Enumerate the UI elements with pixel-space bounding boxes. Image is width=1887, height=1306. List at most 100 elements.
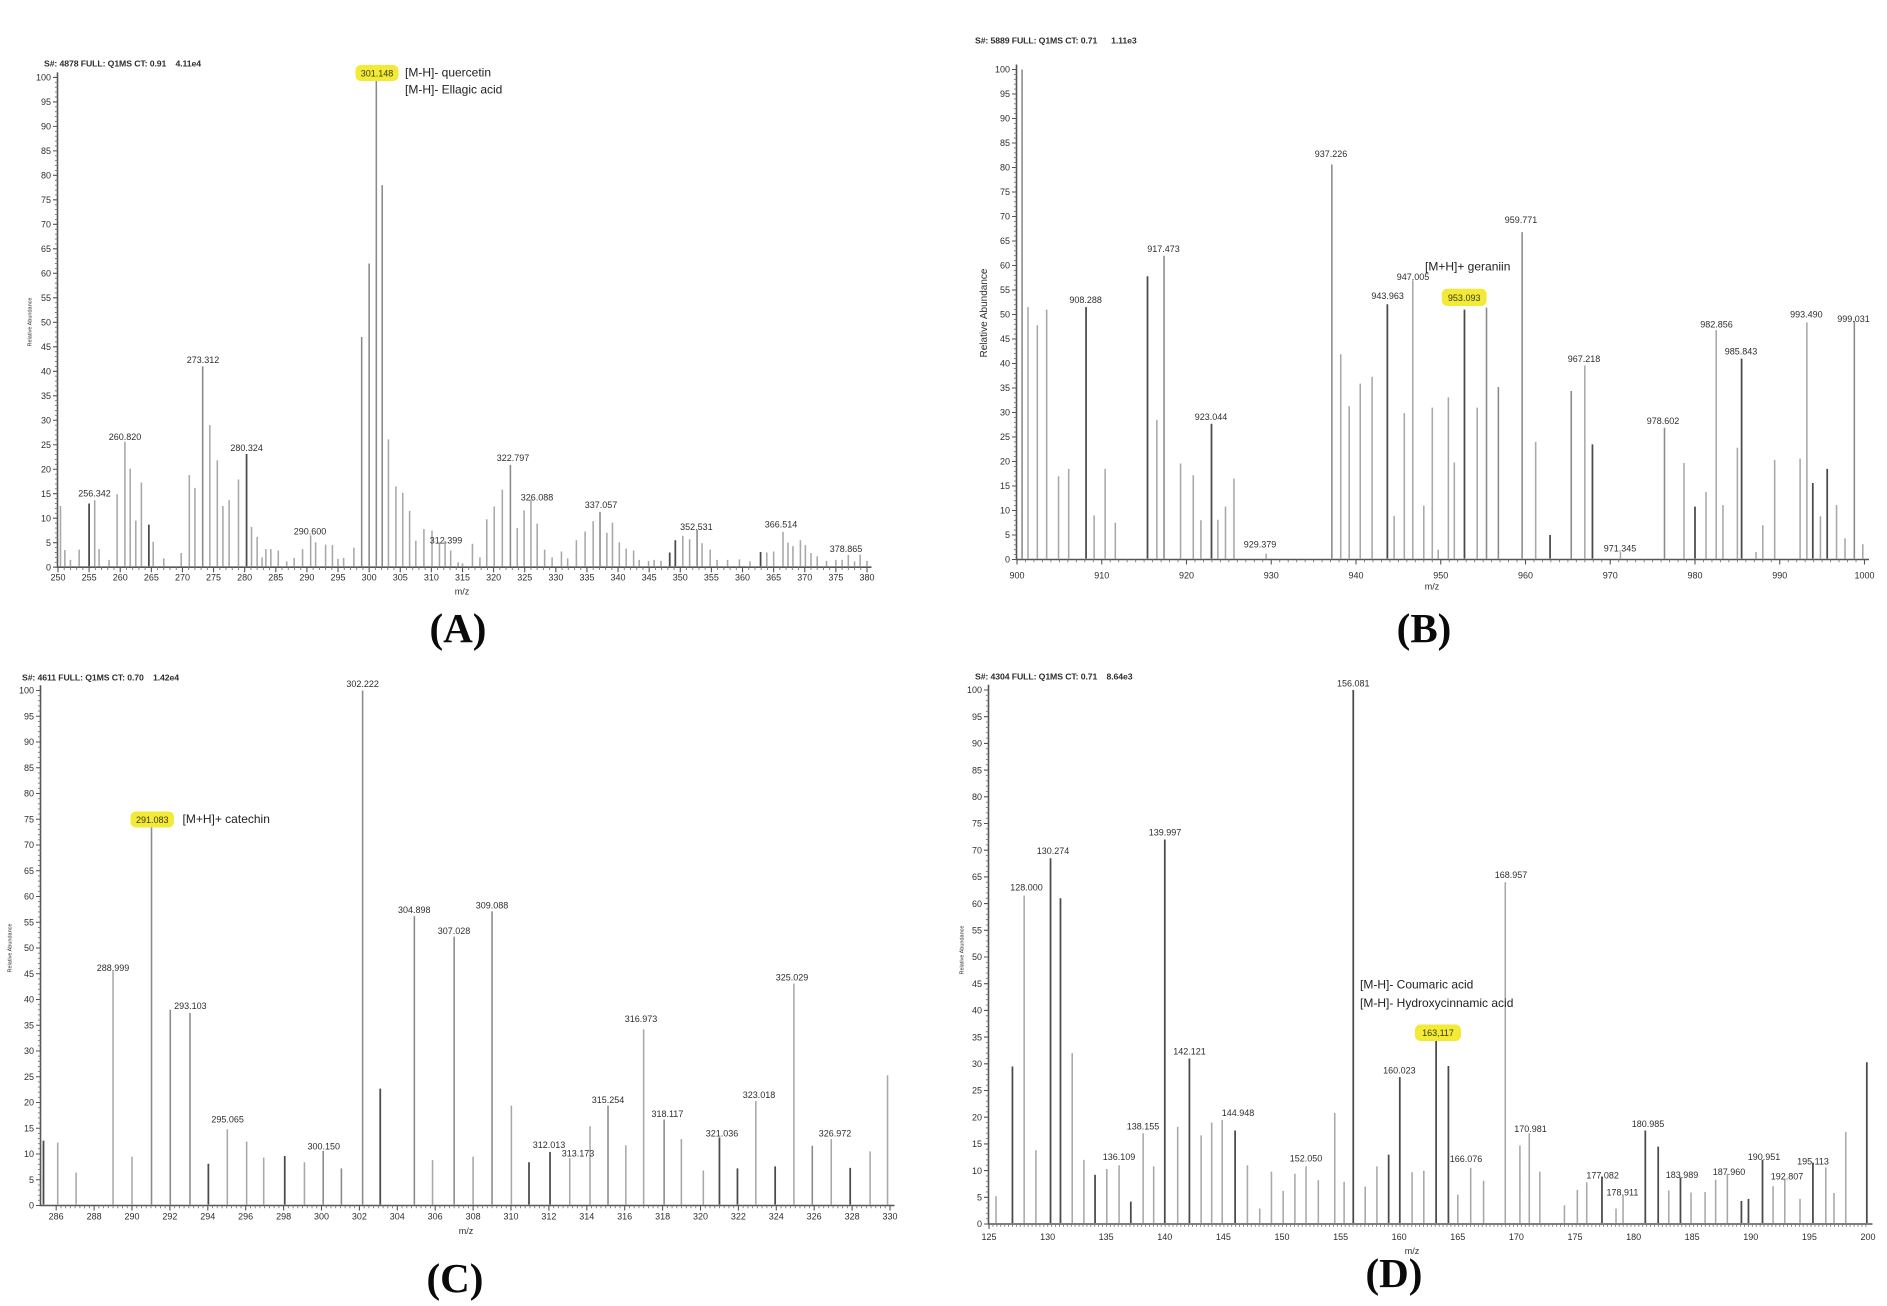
svg-text:163,117: 163,117 — [1422, 1028, 1454, 1038]
svg-text:144.948: 144.948 — [1222, 1108, 1255, 1118]
svg-text:35: 35 — [41, 391, 51, 401]
svg-text:55: 55 — [1000, 285, 1010, 295]
svg-text:960: 960 — [1518, 571, 1533, 581]
svg-text:65: 65 — [24, 866, 34, 876]
svg-text:15: 15 — [972, 1139, 982, 1149]
svg-text:290.600: 290.600 — [294, 527, 327, 537]
svg-text:300: 300 — [362, 573, 377, 583]
svg-text:90: 90 — [1000, 114, 1010, 124]
svg-text:285: 285 — [268, 573, 283, 583]
svg-text:320: 320 — [486, 573, 501, 583]
svg-text:316: 316 — [617, 1212, 632, 1222]
svg-text:75: 75 — [1000, 187, 1010, 197]
svg-text:95: 95 — [24, 711, 34, 721]
svg-text:288.999: 288.999 — [97, 963, 130, 973]
svg-text:45: 45 — [24, 969, 34, 979]
svg-text:937.226: 937.226 — [1315, 149, 1348, 159]
svg-text:370: 370 — [797, 573, 812, 583]
svg-text:328: 328 — [845, 1212, 860, 1222]
svg-text:5: 5 — [29, 1175, 34, 1185]
svg-text:15: 15 — [24, 1123, 34, 1133]
svg-text:45: 45 — [972, 979, 982, 989]
svg-text:900: 900 — [1009, 571, 1024, 581]
svg-text:150: 150 — [1274, 1232, 1289, 1242]
svg-text:156.081: 156.081 — [1337, 679, 1370, 689]
svg-text:[M+H]+ geraniin: [M+H]+ geraniin — [1425, 260, 1510, 274]
svg-text:75: 75 — [24, 814, 34, 824]
svg-text:325.029: 325.029 — [776, 973, 809, 983]
svg-text:[M+H]+ catechin: [M+H]+ catechin — [183, 812, 270, 826]
svg-text:40: 40 — [972, 1006, 982, 1016]
svg-text:S#: 4611 FULL: Q1MS CT: 0.70: S#: 4611 FULL: Q1MS CT: 0.70 1.42e4 — [22, 673, 179, 683]
svg-text:306: 306 — [428, 1212, 443, 1222]
svg-text:292: 292 — [162, 1212, 177, 1222]
svg-text:982.856: 982.856 — [1700, 320, 1733, 330]
svg-text:380: 380 — [859, 573, 874, 583]
svg-text:35: 35 — [972, 1032, 982, 1042]
svg-text:316.973: 316.973 — [625, 1014, 658, 1024]
svg-text:350: 350 — [673, 573, 688, 583]
svg-text:183.989: 183.989 — [1666, 1170, 1699, 1180]
svg-text:30: 30 — [24, 1046, 34, 1056]
svg-text:304: 304 — [390, 1212, 405, 1222]
svg-text:305: 305 — [393, 573, 408, 583]
svg-text:130.274: 130.274 — [1037, 846, 1070, 856]
svg-text:10: 10 — [24, 1149, 34, 1159]
svg-text:943.963: 943.963 — [1371, 291, 1404, 301]
svg-text:280: 280 — [237, 573, 252, 583]
svg-text:200: 200 — [1860, 1232, 1875, 1242]
svg-text:917.473: 917.473 — [1147, 244, 1180, 254]
svg-text:Relative Abundance: Relative Abundance — [8, 924, 14, 973]
svg-text:950: 950 — [1433, 571, 1448, 581]
svg-text:160: 160 — [1392, 1232, 1407, 1242]
svg-text:75: 75 — [972, 819, 982, 829]
svg-text:15: 15 — [41, 489, 51, 499]
svg-text:180.985: 180.985 — [1632, 1119, 1665, 1129]
svg-text:30: 30 — [972, 1059, 982, 1069]
svg-text:100: 100 — [995, 65, 1010, 75]
svg-text:1000: 1000 — [1854, 571, 1874, 581]
svg-text:288: 288 — [87, 1212, 102, 1222]
svg-text:55: 55 — [24, 917, 34, 927]
svg-text:326.088: 326.088 — [521, 493, 554, 503]
svg-text:S#: 4304 FULL: Q1MS CT: 0.71: S#: 4304 FULL: Q1MS CT: 0.71 8.64e3 — [975, 672, 1133, 682]
svg-text:0: 0 — [977, 1219, 982, 1229]
svg-text:40: 40 — [1000, 359, 1010, 369]
svg-text:322.797: 322.797 — [497, 453, 530, 463]
svg-text:65: 65 — [1000, 236, 1010, 246]
svg-text:50: 50 — [1000, 310, 1010, 320]
svg-text:90: 90 — [24, 737, 34, 747]
svg-text:947.005: 947.005 — [1397, 272, 1430, 282]
svg-text:S#: 4878 FULL: Q1MS CT: 0.91: S#: 4878 FULL: Q1MS CT: 0.91 4.11e4 — [44, 59, 201, 69]
svg-text:355: 355 — [704, 573, 719, 583]
svg-text:318: 318 — [655, 1212, 670, 1222]
svg-text:50: 50 — [41, 318, 51, 328]
svg-text:315: 315 — [455, 573, 470, 583]
svg-text:0: 0 — [1005, 555, 1010, 565]
svg-text:139.997: 139.997 — [1149, 828, 1182, 838]
svg-text:293.103: 293.103 — [174, 1001, 207, 1011]
svg-text:(B): (B) — [1397, 605, 1452, 651]
svg-text:0: 0 — [29, 1201, 34, 1211]
svg-text:[M-H]- Coumaric acid: [M-H]- Coumaric acid — [1360, 978, 1473, 992]
svg-text:170: 170 — [1509, 1232, 1524, 1242]
svg-text:985.843: 985.843 — [1725, 347, 1758, 357]
svg-text:[M-H]- Ellagic acid: [M-H]- Ellagic acid — [405, 83, 502, 97]
svg-text:30: 30 — [41, 415, 51, 425]
svg-text:308: 308 — [466, 1212, 481, 1222]
svg-text:923.044: 923.044 — [1195, 412, 1228, 422]
svg-text:352.531: 352.531 — [680, 522, 713, 532]
svg-text:85: 85 — [972, 765, 982, 775]
svg-text:180: 180 — [1626, 1232, 1641, 1242]
svg-text:70: 70 — [972, 845, 982, 855]
svg-text:175: 175 — [1567, 1232, 1582, 1242]
svg-text:967.218: 967.218 — [1568, 354, 1601, 364]
svg-text:326.972: 326.972 — [819, 1129, 852, 1139]
svg-text:953.093: 953.093 — [1448, 293, 1481, 303]
svg-text:310: 310 — [503, 1212, 518, 1222]
svg-text:30: 30 — [1000, 408, 1010, 418]
svg-text:195: 195 — [1802, 1232, 1817, 1242]
svg-text:20: 20 — [24, 1098, 34, 1108]
svg-text:929.379: 929.379 — [1244, 540, 1277, 550]
svg-text:5: 5 — [46, 538, 51, 548]
